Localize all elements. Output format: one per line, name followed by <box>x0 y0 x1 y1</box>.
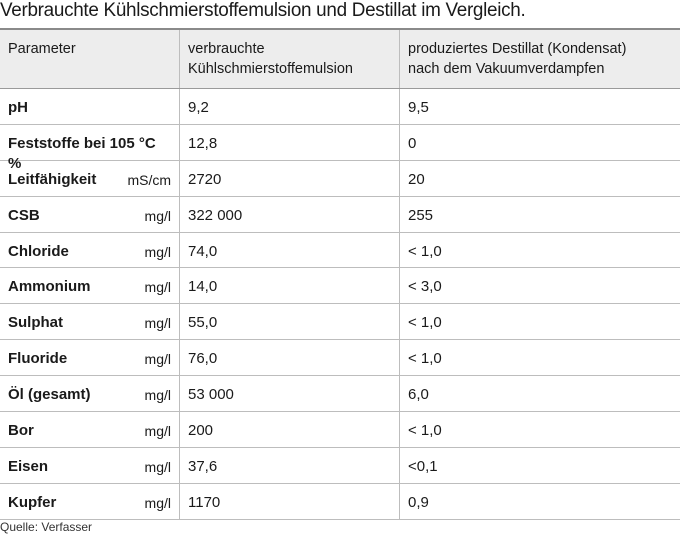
table-row: Bor mg/l 200 < 1,0 <box>0 412 680 448</box>
parameter-unit: mS/cm <box>127 171 171 188</box>
header-destillat-line1: produziertes Destillat (Kondensat) <box>408 41 627 57</box>
parameter-cell: Sulphat mg/l <box>0 304 180 340</box>
parameter-cell: Fluoride mg/l <box>0 340 180 376</box>
parameter-name: Fluoride <box>8 350 68 368</box>
table-row: Leitfähigkeit mS/cm 2720 20 <box>0 160 680 197</box>
parameter-cell: Feststoffe bei 105 °C % <box>0 124 180 172</box>
source-note: Quelle: Verfasser <box>0 520 93 534</box>
table-row: Eisen mg/l 37,6 <0,1 <box>0 447 680 484</box>
parameter-unit: mg/l <box>144 351 171 368</box>
table-row: Feststoffe bei 105 °C % 12,8 0 <box>0 124 680 172</box>
table-header-row: Parameter verbrauchte Kühlschmierstoffem… <box>0 30 680 89</box>
parameter-unit: mg/l <box>144 315 171 332</box>
emulsion-value: 200 <box>180 412 400 447</box>
destillat-value: <0,1 <box>408 457 438 475</box>
parameter-name: Leitfähigkeit <box>8 170 97 188</box>
parameter-name: Feststoffe bei 105 °C % <box>8 134 156 172</box>
destillat-value: 20 <box>408 170 425 188</box>
parameter-unit: mg/l <box>144 494 171 511</box>
header-destillat: produziertes Destillat (Kondensat) nach … <box>400 30 680 88</box>
parameter-name: Eisen <box>8 457 49 475</box>
destillat-value: < 1,0 <box>408 242 442 260</box>
table-row: Kupfer mg/l 1170 0,9 <box>0 483 680 520</box>
parameter-cell: pH <box>0 89 180 124</box>
destillat-value: < 1,0 <box>408 350 442 368</box>
parameter-cell: CSB mg/l <box>0 196 180 232</box>
emulsion-value: 74,0 <box>180 232 400 268</box>
table-row: CSB mg/l 322 000 255 <box>0 196 680 233</box>
destillat-value: 0,9 <box>408 493 429 511</box>
header-parameter-label: Parameter <box>8 41 76 57</box>
page-title: Verbrauchte Kühlschmierstoffemulsion und… <box>0 0 526 21</box>
emulsion-value: 76,0 <box>180 340 400 376</box>
table-row: Chloride mg/l 74,0 < 1,0 <box>0 232 680 269</box>
parameter-name: Sulphat <box>8 314 63 332</box>
parameter-cell: Ammonium mg/l <box>0 268 180 304</box>
parameter-unit: mg/l <box>144 279 171 296</box>
parameter-unit: mg/l <box>144 207 171 224</box>
parameter-cell: Öl (gesamt) mg/l <box>0 376 180 412</box>
destillat-value: 9,5 <box>408 99 429 116</box>
table-row: Sulphat mg/l 55,0 < 1,0 <box>0 304 680 341</box>
comparison-table: Parameter verbrauchte Kühlschmierstoffem… <box>0 28 680 520</box>
emulsion-value: 14,0 <box>180 268 400 304</box>
parameter-cell: Chloride mg/l <box>0 232 180 268</box>
parameter-name: CSB <box>8 206 40 224</box>
parameter-cell: Kupfer mg/l <box>0 483 180 519</box>
header-emulsion-line2: Kühlschmierstoffemulsion <box>188 61 353 77</box>
parameter-name: Chloride <box>8 242 69 260</box>
destillat-value: 0 <box>408 134 417 152</box>
parameter-name: Kupfer <box>8 493 57 511</box>
destillat-value: 255 <box>408 206 434 224</box>
table-row: Öl (gesamt) mg/l 53 000 6,0 <box>0 376 680 413</box>
parameter-name: pH <box>8 99 28 116</box>
emulsion-value: 53 000 <box>180 376 400 412</box>
header-parameter: Parameter <box>0 30 180 88</box>
table-row: Ammonium mg/l 14,0 < 3,0 <box>0 268 680 305</box>
destillat-value: 6,0 <box>408 386 429 404</box>
emulsion-value: 2720 <box>180 160 400 196</box>
parameter-unit: mg/l <box>144 243 171 260</box>
parameter-unit: mg/l <box>144 387 171 404</box>
emulsion-value: 1170 <box>180 483 400 519</box>
header-emulsion-line1: verbrauchte <box>188 41 265 57</box>
header-destillat-line2: nach dem Vakuumverdampfen <box>408 61 605 77</box>
emulsion-value: 322 000 <box>180 196 400 232</box>
parameter-cell: Leitfähigkeit mS/cm <box>0 160 180 196</box>
parameter-unit: mg/l <box>144 423 171 440</box>
parameter-name: Ammonium <box>8 278 91 296</box>
header-emulsion: verbrauchte Kühlschmierstoffemulsion <box>180 30 400 88</box>
emulsion-value: 12,8 <box>180 124 400 160</box>
emulsion-value: 55,0 <box>180 304 400 340</box>
parameter-name: Bor <box>8 422 34 440</box>
parameter-unit: mg/l <box>144 458 171 475</box>
parameter-cell: Bor mg/l <box>0 412 180 447</box>
parameter-cell: Eisen mg/l <box>0 447 180 483</box>
destillat-value: < 3,0 <box>408 278 442 296</box>
destillat-value: < 1,0 <box>408 422 442 440</box>
table-row: Fluoride mg/l 76,0 < 1,0 <box>0 340 680 377</box>
parameter-name: Öl (gesamt) <box>8 386 91 404</box>
destillat-value: < 1,0 <box>408 314 442 332</box>
table-row: pH 9,2 9,5 <box>0 89 680 125</box>
emulsion-value: 37,6 <box>180 447 400 483</box>
emulsion-value: 9,2 <box>180 89 400 124</box>
